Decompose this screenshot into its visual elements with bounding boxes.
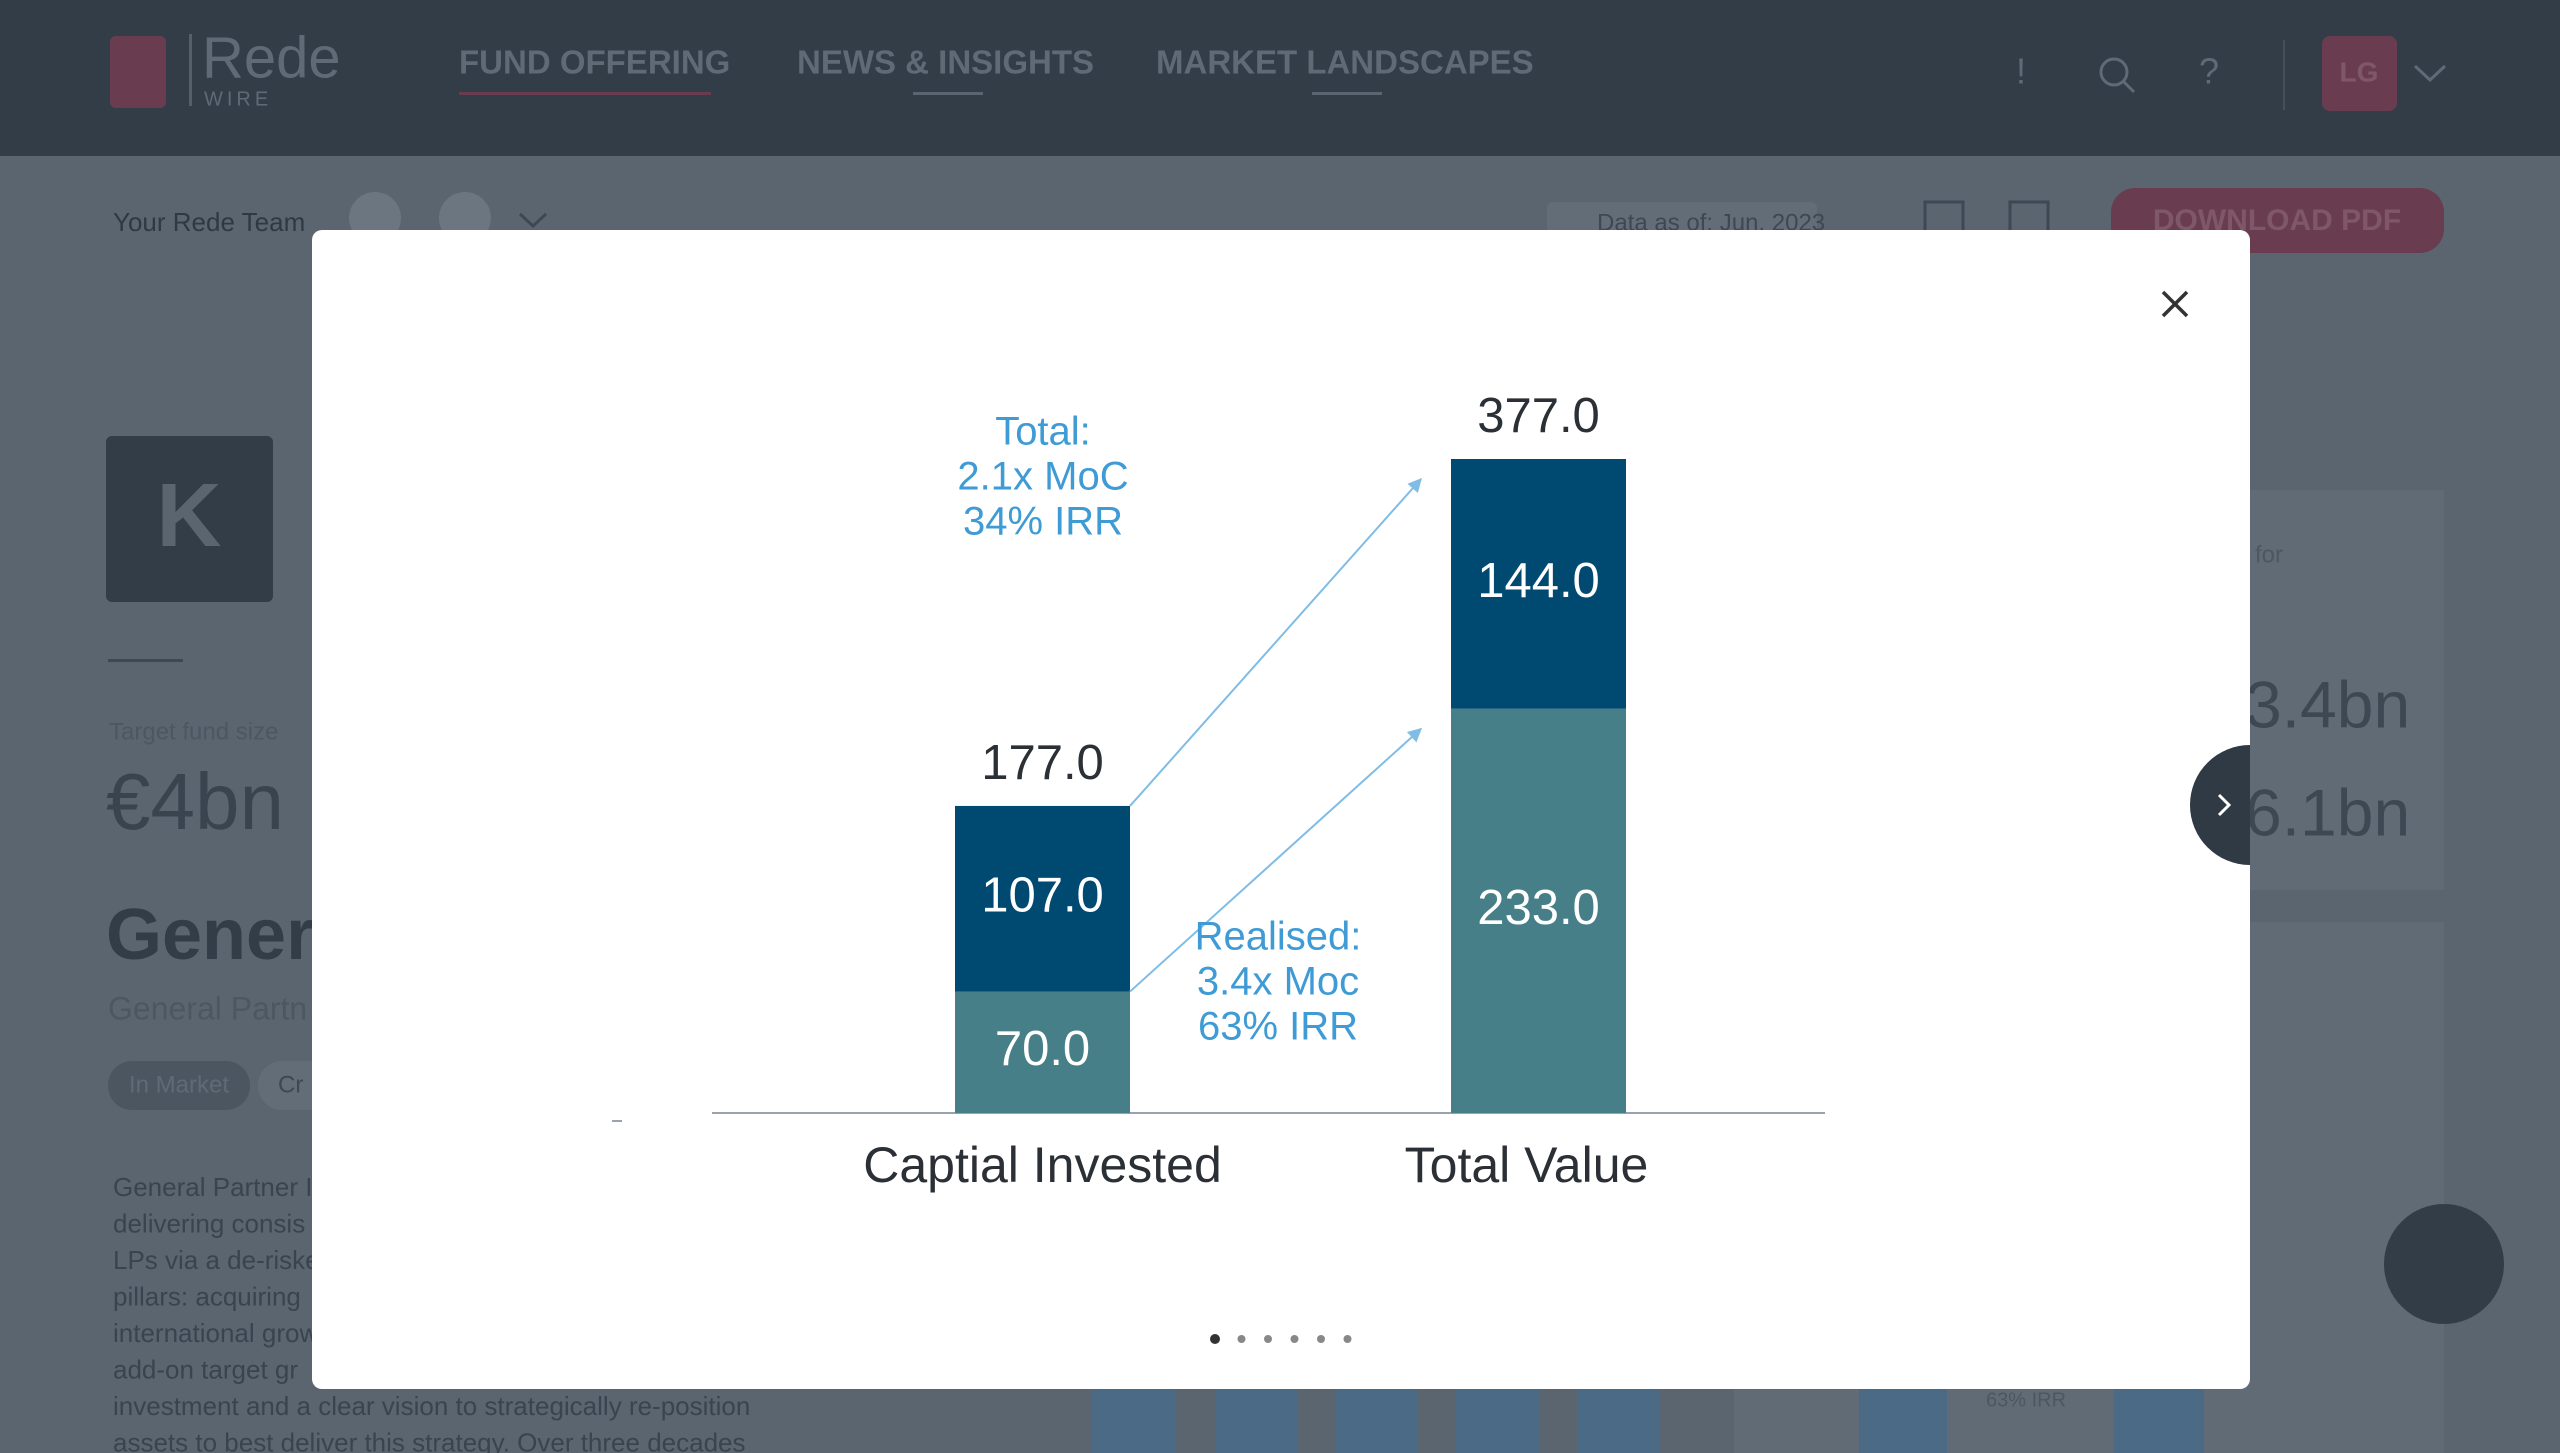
annotation-line: Realised: — [1195, 915, 1362, 959]
background-bar — [1092, 1380, 1175, 1453]
target-label: Target fund size — [109, 718, 278, 745]
nav-underline — [913, 92, 983, 95]
status-pill — [108, 1061, 250, 1110]
total-label: 177.0 — [981, 736, 1104, 790]
background-bar — [1456, 1380, 1539, 1453]
data-label: 144.0 — [1477, 554, 1600, 608]
background-bar — [2114, 1380, 2204, 1453]
side-value: 6.1bn — [2245, 775, 2410, 849]
user-initials[interactable]: LG — [2340, 56, 2379, 87]
pager-dot[interactable] — [1343, 1335, 1352, 1343]
fund-subtitle: General Partn — [108, 990, 307, 1026]
status-label: Cr — [278, 1071, 303, 1098]
background-bar — [1859, 1380, 1947, 1453]
pager-dot[interactable] — [1237, 1335, 1246, 1343]
carousel-next[interactable] — [2384, 1204, 2504, 1324]
description-line: investment and a clear vision to strateg… — [113, 1391, 750, 1421]
description-line: pillars: acquiring — [113, 1281, 301, 1311]
fund-name: Gener — [106, 895, 314, 975]
background-bar — [1577, 1380, 1660, 1453]
bar-segment — [955, 805, 1130, 992]
nav-underline — [459, 92, 711, 95]
bar-segment — [1451, 459, 1626, 709]
user-menu-caret[interactable] — [2413, 64, 2447, 83]
target-value: €4bn — [106, 757, 284, 846]
search-icon — [2122, 80, 2136, 94]
fund-logo-letter: K — [157, 466, 222, 566]
alert-icon[interactable]: ! — [2016, 51, 2026, 92]
logo-divider — [189, 34, 192, 106]
description-line: assets to best deliver this strategy. Ov… — [113, 1427, 746, 1453]
logo-text: Rede — [202, 25, 341, 90]
user-avatar[interactable] — [2322, 36, 2397, 111]
close-button[interactable] — [2161, 290, 2189, 318]
header-bar — [0, 0, 2560, 156]
annotation-line: 63% IRR — [1198, 1005, 1358, 1049]
pager-dot[interactable] — [1264, 1335, 1272, 1343]
annotation-line: Total: — [995, 410, 1091, 454]
nav-underline — [1312, 92, 1382, 95]
description-line: international grow — [113, 1318, 318, 1348]
bar-segment — [955, 991, 1130, 1113]
connector-arrow — [1129, 477, 1422, 807]
team-caret[interactable] — [518, 212, 548, 229]
category-label: Captial Invested — [863, 1137, 1222, 1193]
description-line: General Partner I — [113, 1172, 312, 1202]
background-bar — [1335, 1380, 1418, 1453]
side-chart-note: 63% IRR — [1986, 1389, 2066, 1411]
total-label: 377.0 — [1477, 389, 1600, 443]
description-line: delivering consis — [113, 1208, 305, 1238]
description-line: add-on target gr — [113, 1354, 298, 1384]
side-value: 3.4bn — [2245, 667, 2410, 741]
annotation-line: 3.4x Moc — [1197, 960, 1359, 1004]
fund-logo — [106, 436, 273, 602]
logo-sub: WIRE — [204, 88, 272, 110]
bar-segment — [1451, 708, 1626, 1113]
divider — [2283, 40, 2285, 110]
pager-dot[interactable] — [1290, 1335, 1299, 1343]
help-icon[interactable]: ? — [2199, 51, 2219, 92]
connector-arrow — [1129, 727, 1423, 993]
modal-next-icon[interactable] — [2217, 793, 2232, 817]
background-chart — [1092, 1380, 2204, 1453]
data-label: 107.0 — [981, 869, 1104, 923]
pager-dot[interactable] — [1210, 1334, 1220, 1344]
annotation-line: 34% IRR — [963, 500, 1123, 544]
data-label: 70.0 — [995, 1022, 1090, 1076]
nav-item[interactable]: NEWS & INSIGHTS — [797, 44, 1094, 81]
background-bar — [1215, 1380, 1298, 1453]
search-icon[interactable] — [2099, 57, 2129, 87]
side-note: for — [2255, 541, 2283, 568]
nav-item[interactable]: MARKET LANDSCAPES — [1156, 44, 1534, 81]
annotation-line: 2.1x MoC — [957, 455, 1128, 499]
modal — [312, 230, 2250, 1389]
description-line: LPs via a de-riske — [113, 1245, 320, 1275]
close-icon[interactable] — [2161, 290, 2189, 318]
data-label: 233.0 — [1477, 881, 1600, 935]
category-label: Total Value — [1405, 1137, 1649, 1193]
team-label: Your Rede Team — [113, 207, 305, 237]
logo-mark — [110, 36, 166, 108]
status-label: In Market — [129, 1071, 229, 1098]
pager-dot[interactable] — [1317, 1335, 1325, 1343]
modal-next[interactable] — [2190, 745, 2250, 865]
divider — [108, 659, 183, 662]
nav-item[interactable]: FUND OFFERING — [459, 44, 730, 81]
